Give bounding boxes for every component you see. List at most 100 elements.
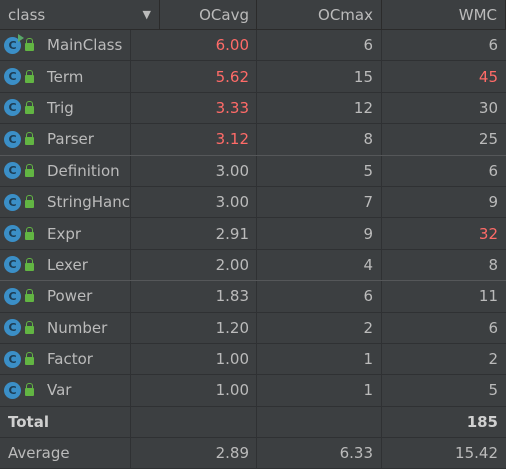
class-cell: C Term bbox=[0, 61, 131, 92]
total-ocmax bbox=[257, 406, 382, 438]
ocmax-cell: 6 bbox=[257, 30, 382, 61]
table-row[interactable]: C Trig 3.33 12 30 bbox=[0, 92, 506, 125]
ocavg-cell: 3.12 bbox=[131, 124, 257, 155]
ocmax-cell: 7 bbox=[257, 186, 382, 218]
table-row[interactable]: C Parser 3.12 8 25 bbox=[0, 124, 506, 156]
ocavg-cell: 3.33 bbox=[131, 92, 257, 124]
table-row[interactable]: C Definition 3.00 5 6 bbox=[0, 155, 506, 187]
lock-icon bbox=[25, 132, 34, 146]
ocmax-cell: 2 bbox=[257, 312, 382, 343]
table-row[interactable]: C Power 1.83 6 11 bbox=[0, 281, 506, 313]
class-icon: C bbox=[4, 350, 21, 368]
class-cell: C Trig bbox=[0, 92, 131, 124]
ocavg-cell: 3.00 bbox=[131, 186, 257, 218]
wmc-cell: 6 bbox=[488, 161, 498, 180]
ocavg-cell: 3.00 bbox=[131, 155, 257, 186]
class-name: Parser bbox=[47, 130, 94, 149]
class-name: Number bbox=[47, 318, 108, 337]
class-name: Expr bbox=[47, 224, 82, 243]
average-row[interactable]: Average 2.89 6.33 15.42 bbox=[0, 438, 506, 469]
column-header-ocavg[interactable]: OCavg bbox=[160, 0, 257, 29]
wmc-cell: 8 bbox=[488, 255, 498, 274]
ocmax-cell: 9 bbox=[257, 218, 382, 249]
wmc-cell: 9 bbox=[488, 193, 498, 212]
ocavg-cell: 2.91 bbox=[131, 218, 257, 249]
lock-icon bbox=[25, 163, 34, 177]
class-icon: C bbox=[4, 256, 21, 274]
sort-down-icon[interactable]: ▼ bbox=[142, 8, 151, 21]
average-ocavg: 2.89 bbox=[131, 438, 257, 469]
column-header-ocmax[interactable]: OCmax bbox=[257, 0, 382, 29]
lock-icon bbox=[25, 69, 34, 83]
class-icon: C bbox=[4, 162, 21, 180]
table-row[interactable]: C MainClass 6.00 6 6 bbox=[0, 30, 506, 62]
lock-icon bbox=[25, 195, 34, 209]
ocmax-cell: 12 bbox=[257, 92, 382, 124]
column-header-wmc[interactable]: WMC bbox=[382, 0, 506, 29]
table-row[interactable]: C Number 1.20 2 6 bbox=[0, 312, 506, 344]
class-icon: C bbox=[4, 193, 21, 211]
class-name: MainClass bbox=[47, 36, 123, 55]
ocmax-cell: 6 bbox=[257, 281, 382, 312]
total-row[interactable]: Total 185 bbox=[0, 406, 506, 439]
lock-icon bbox=[25, 257, 34, 271]
wmc-cell: 5 bbox=[488, 381, 498, 400]
class-name: Term bbox=[47, 67, 84, 86]
class-name: Definition bbox=[47, 161, 120, 180]
wmc-cell: 25 bbox=[478, 130, 498, 149]
ocmax-cell: 4 bbox=[257, 249, 382, 281]
ocavg-cell: 1.00 bbox=[131, 375, 257, 406]
table-row[interactable]: C Term 5.62 15 45 bbox=[0, 61, 506, 93]
class-name: Var bbox=[47, 381, 72, 400]
run-marker-icon bbox=[18, 33, 24, 42]
class-icon: C bbox=[4, 225, 21, 243]
table-row[interactable]: C Var 1.00 1 5 bbox=[0, 375, 506, 407]
class-name: Power bbox=[47, 287, 93, 306]
table-row[interactable]: C Expr 2.91 9 32 bbox=[0, 218, 506, 250]
lock-icon bbox=[25, 383, 34, 397]
ocavg-cell: 5.62 bbox=[131, 61, 257, 92]
lock-icon bbox=[25, 320, 34, 334]
class-name: Lexer bbox=[47, 255, 88, 274]
lock-icon bbox=[25, 38, 34, 52]
column-header-class[interactable]: class ▼ bbox=[0, 0, 160, 29]
average-ocmax: 6.33 bbox=[257, 438, 382, 469]
ocavg-cell: 1.00 bbox=[131, 343, 257, 375]
total-label: Total bbox=[0, 406, 131, 438]
class-cell: C Factor bbox=[0, 343, 131, 375]
table-row[interactable]: C StringHanc 3.00 7 9 bbox=[0, 186, 506, 219]
class-cell: C Lexer bbox=[0, 249, 131, 281]
total-wmc: 185 bbox=[466, 412, 498, 431]
wmc-cell: 32 bbox=[478, 224, 498, 243]
table-row[interactable]: C Factor 1.00 1 2 bbox=[0, 343, 506, 376]
wmc-cell: 6 bbox=[488, 318, 498, 337]
class-name: Trig bbox=[47, 98, 74, 117]
class-icon: C bbox=[4, 381, 21, 399]
class-icon: C bbox=[4, 130, 21, 148]
lock-icon bbox=[25, 352, 34, 366]
class-cell: C Var bbox=[0, 375, 131, 406]
lock-icon bbox=[25, 100, 34, 114]
ocavg-cell: 6.00 bbox=[131, 30, 257, 61]
average-label: Average bbox=[0, 438, 131, 469]
class-cell: C Expr bbox=[0, 218, 131, 249]
class-icon: C bbox=[4, 33, 24, 54]
class-cell: C Power bbox=[0, 281, 131, 312]
class-name: StringHanc bbox=[47, 193, 130, 212]
ocmax-cell: 8 bbox=[257, 124, 382, 155]
class-name: Factor bbox=[47, 350, 93, 369]
class-cell: C StringHanc bbox=[0, 186, 131, 218]
ocmax-cell: 1 bbox=[257, 343, 382, 375]
class-cell: C Parser bbox=[0, 124, 131, 155]
table-header: class ▼ OCavg OCmax WMC bbox=[0, 0, 506, 30]
wmc-cell: 45 bbox=[478, 67, 498, 86]
ocavg-cell: 1.83 bbox=[131, 281, 257, 312]
lock-icon bbox=[25, 289, 34, 303]
class-icon: C bbox=[4, 68, 21, 86]
ocavg-cell: 2.00 bbox=[131, 249, 257, 281]
class-cell: C Definition bbox=[0, 155, 131, 186]
table-row[interactable]: C Lexer 2.00 4 8 bbox=[0, 249, 506, 282]
table-body: C MainClass 6.00 6 6 C Term 5.62 15 45 C Trig 3.33 12… bbox=[0, 30, 506, 407]
class-cell: C MainClass bbox=[0, 30, 131, 61]
